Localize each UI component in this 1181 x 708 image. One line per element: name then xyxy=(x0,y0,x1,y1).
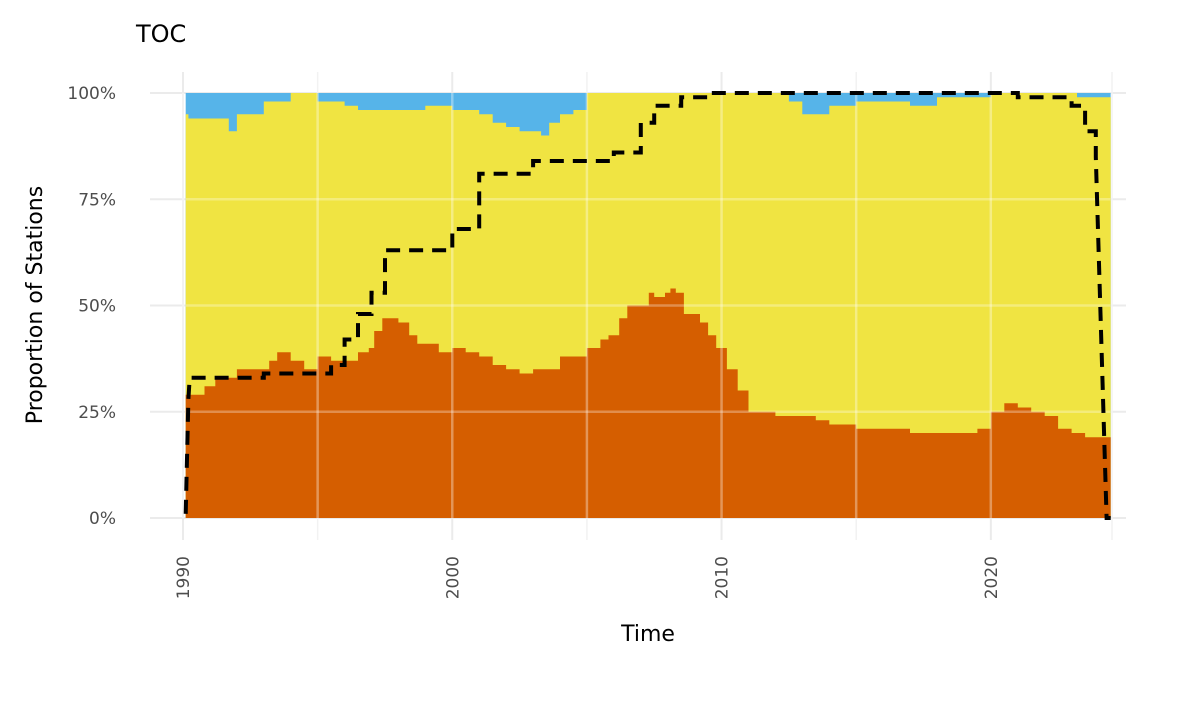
x-tick-label-1: 2000 xyxy=(443,556,463,599)
x-axis-title: Time xyxy=(620,622,675,647)
y-tick-label-2: 50% xyxy=(78,297,116,317)
y-tick-label-4: 100% xyxy=(67,84,116,104)
chart-title: TOC xyxy=(135,20,186,48)
y-axis-ticks: 0% 25% 50% 75% 100% xyxy=(67,84,116,529)
y-tick-label-1: 25% xyxy=(78,403,116,423)
x-tick-label-3: 2020 xyxy=(982,556,1002,599)
y-tick-label-3: 75% xyxy=(78,190,116,210)
dashed-series-line xyxy=(183,91,1111,520)
grid-overlay xyxy=(181,93,1111,518)
x-tick-label-2: 2010 xyxy=(713,556,733,599)
y-tick-label-0: 0% xyxy=(89,509,116,529)
y-axis-title: Proportion of Stations xyxy=(23,186,48,424)
dashed-line-layer xyxy=(183,91,1111,520)
area-bottom-band xyxy=(185,288,1111,518)
stacked-areas xyxy=(185,93,1111,518)
x-axis-ticks: 1990 2000 2010 2020 xyxy=(174,556,1002,599)
x-tick-label-0: 1990 xyxy=(174,556,194,599)
